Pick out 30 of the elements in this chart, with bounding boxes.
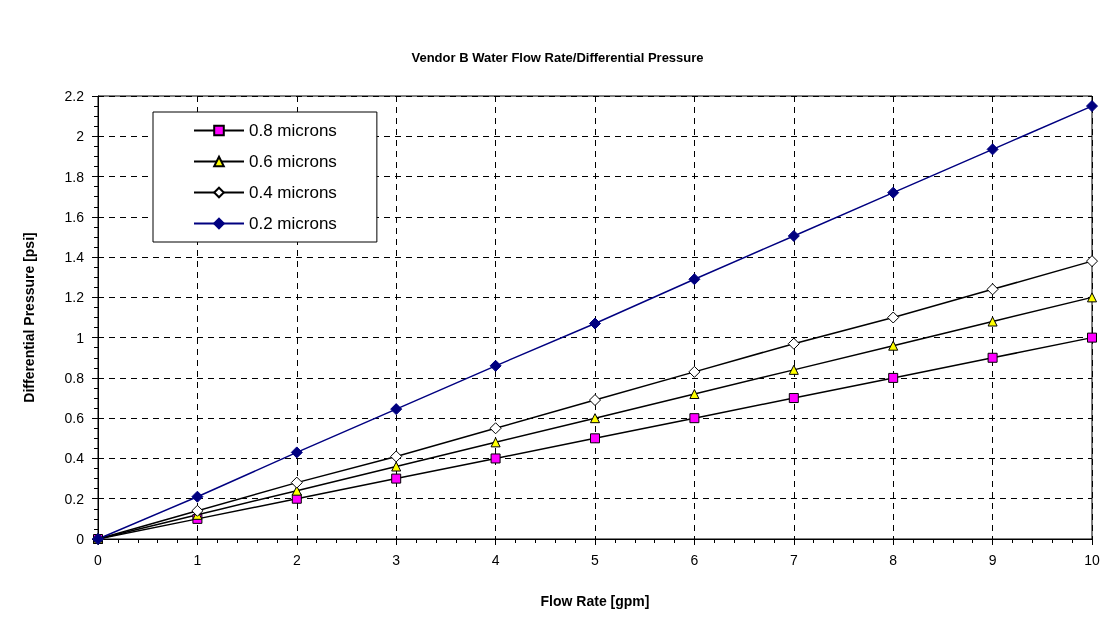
y-tick-label: 0.2 bbox=[64, 490, 85, 507]
x-tick-label: 3 bbox=[392, 552, 401, 568]
y-tick-label: 1.6 bbox=[64, 208, 85, 225]
legend-label: 0.6 microns bbox=[249, 152, 337, 171]
x-tick-label: 9 bbox=[988, 552, 997, 568]
x-axis-title: Flow Rate [gpm] bbox=[540, 593, 650, 609]
x-tick-label: 2 bbox=[292, 552, 301, 568]
y-tick-label: 1.8 bbox=[64, 168, 85, 185]
y-tick-label: 1 bbox=[76, 329, 85, 346]
x-tick-label: 7 bbox=[789, 552, 798, 568]
x-tick-label: 0 bbox=[94, 552, 103, 568]
chart-title: Vendor B Water Flow Rate/Differential Pressure bbox=[411, 50, 704, 65]
x-tick-label: 4 bbox=[491, 552, 500, 568]
y-tick-label: 1.4 bbox=[64, 249, 85, 266]
legend-label: 0.8 microns bbox=[249, 121, 337, 140]
y-axis-title: Differential Pressure [psi] bbox=[21, 232, 37, 403]
legend-label: 0.2 microns bbox=[249, 214, 337, 233]
x-tick-label: 8 bbox=[889, 552, 898, 568]
y-tick-label: 0.4 bbox=[64, 450, 85, 467]
x-tick-label: 1 bbox=[193, 552, 202, 568]
legend-label: 0.4 microns bbox=[249, 183, 337, 202]
y-tick-label: 0.8 bbox=[64, 369, 85, 386]
x-tick-label: 6 bbox=[690, 552, 699, 568]
y-tick-label: 1.2 bbox=[64, 289, 85, 306]
y-tick-label: 0.6 bbox=[64, 410, 85, 427]
x-tick-label: 10 bbox=[1084, 552, 1100, 568]
y-tick-label: 0 bbox=[76, 531, 85, 547]
y-tick-label: 2.2 bbox=[64, 88, 85, 104]
y-tick-label: 2 bbox=[76, 128, 85, 145]
x-tick-label: 5 bbox=[591, 552, 600, 568]
